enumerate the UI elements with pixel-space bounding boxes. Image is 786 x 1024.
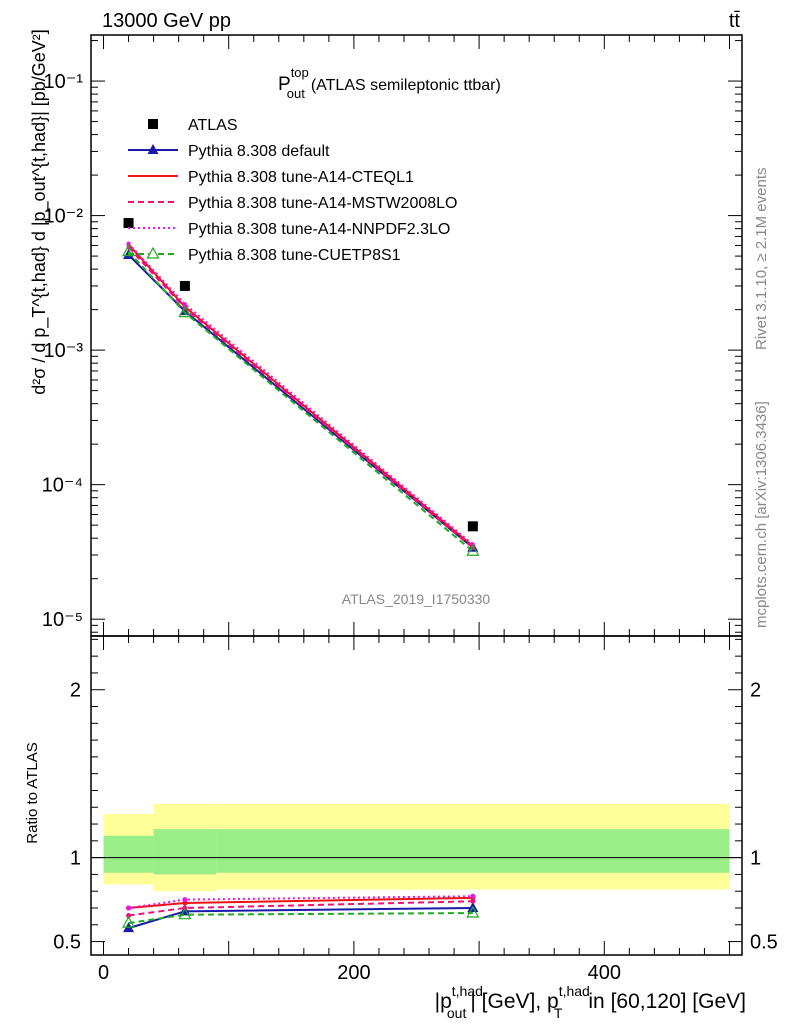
ratio-band-green: [216, 829, 730, 873]
ratio-series-marker: [178, 907, 192, 920]
main-series-marker: [182, 302, 187, 307]
main-series-marker: [466, 543, 480, 556]
ratio-ytick-label-left: 0.5: [53, 932, 81, 954]
legend-label: Pythia 8.308 tune-A14-CTEQL1: [188, 169, 414, 186]
main-ylabel: d²σ / d p_T^{t,had} d |p_out^{t,had}| [p…: [29, 29, 50, 395]
main-ylabel-text: d²σ / d p_T^{t,had} d |p_out^{t,had}| [p…: [29, 29, 50, 395]
legend-marker: [146, 246, 160, 259]
ratio-ytick-label-left: 2: [70, 680, 81, 702]
ratio-ytick-label-right: 2: [750, 680, 761, 702]
atlas-data-point: [179, 280, 190, 291]
ratio-xtick-label: 400: [588, 962, 621, 984]
legend-label: ATLAS: [188, 117, 238, 134]
main-series-marker: [126, 241, 131, 246]
xlabel-sub: out: [447, 1005, 467, 1021]
main-series-marker: [178, 305, 192, 318]
ratio-series-marker: [126, 905, 132, 911]
main-plot-area: 10⁻⁵ 10⁻⁴ 10⁻³ 10⁻² 10⁻¹ ATLAS Pythia 8.308 de…: [42, 34, 743, 637]
ratio-ylabel: Ratio to ATLAS: [24, 742, 41, 843]
ratio-frame: [90, 635, 743, 956]
process-label: tt̄: [729, 10, 741, 32]
legend-label: Pythia 8.308 tune-CUETP8S1: [188, 247, 401, 264]
atlas-data-point: [467, 521, 478, 532]
energy-label: 13000 GeV pp: [102, 10, 231, 32]
main-ytick-label: 10⁻³: [44, 340, 84, 362]
xlabel-sup: t,had: [452, 983, 483, 999]
legend-label: Pythia 8.308 tune-A14-NNPDF2.3LO: [188, 221, 450, 238]
rivet-label: Rivet 3.1.10, ≥ 2.1M events: [753, 168, 770, 351]
mcplots-label: mcplots.cern.ch [arXiv:1306.3436]: [753, 401, 770, 628]
ratio-series-marker: [182, 897, 188, 903]
main-ytick-label: 10⁻⁴: [42, 475, 83, 497]
main-ytick-label: 10⁻¹: [44, 71, 84, 93]
ratio-series-marker: [466, 905, 480, 918]
ratio-ytick-label-right: 1: [750, 848, 761, 870]
plot-title-sub: out: [287, 86, 305, 101]
analysis-id: ATLAS_2019_I1750330: [342, 591, 491, 607]
xlabel-sup2: t,had: [559, 983, 590, 999]
ratio-series-marker: [470, 898, 476, 904]
ratio-series-marker: [126, 913, 132, 919]
xlabel-mid: | [GeV], p: [470, 990, 558, 1013]
xlabel-rest: in [60,120] [GeV]: [588, 990, 746, 1013]
ratio-series-marker: [470, 893, 476, 899]
legend-marker: [147, 144, 159, 154]
ratio-xtick-label: 0: [98, 962, 109, 984]
ratio-band-green: [153, 829, 217, 875]
plot-title-rest: (ATLAS semileptonic ttbar): [311, 77, 501, 94]
legend-label: Pythia 8.308 default: [188, 143, 330, 160]
plot-title: Ptop out (ATLAS semileptonic ttbar): [278, 65, 501, 101]
main-series-marker: [122, 244, 136, 257]
main-ytick-label: 10⁻²: [44, 206, 84, 228]
plot-title-sup: top: [291, 65, 309, 80]
atlas-data-point: [123, 218, 134, 229]
legend-label: Pythia 8.308 tune-A14-MSTW2008LO: [188, 195, 457, 212]
ratio-plot-area: 0.5 0.5 1 1 2 2 0 200 400: [53, 635, 778, 984]
main-ytick-label: 10⁻⁵: [42, 609, 83, 631]
ratio-series-marker: [122, 915, 136, 928]
xlabel-main: |p: [435, 990, 452, 1013]
ratio-xtick-label: 200: [337, 962, 370, 984]
xlabel-sub2: T: [554, 1005, 563, 1021]
plot-title-main: P: [278, 74, 291, 95]
ratio-ytick-label-right: 0.5: [750, 932, 778, 954]
ratio-band-green: [103, 835, 154, 873]
main-series-line: [127, 250, 474, 553]
ratio-ytick-label-left: 1: [70, 848, 81, 870]
legend-atlas-marker: [148, 119, 158, 129]
